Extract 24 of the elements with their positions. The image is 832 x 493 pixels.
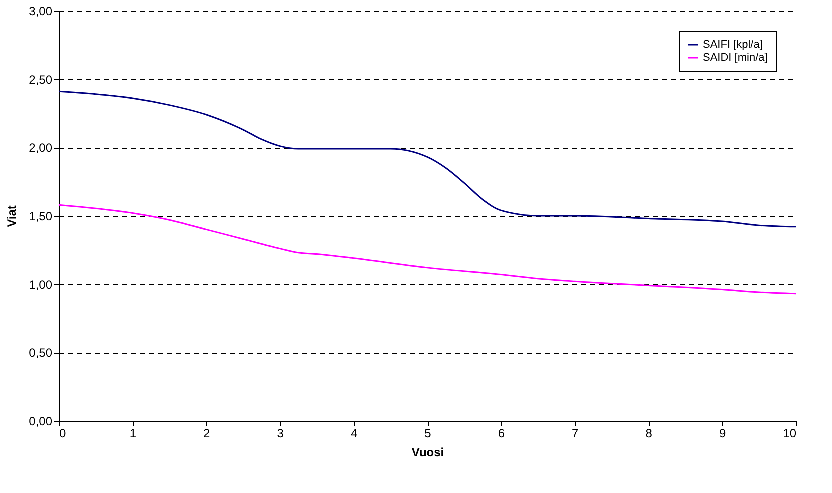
x-tick-label: 8 — [646, 426, 653, 440]
x-tick-label: 9 — [719, 426, 726, 440]
x-axis-title: Vuosi — [412, 446, 444, 460]
y-tick-label: 2,50 — [29, 72, 53, 87]
x-tick-label: 7 — [572, 426, 580, 440]
y-tick-label: 0,00 — [29, 414, 53, 428]
y-tick-label: 2,00 — [29, 141, 53, 156]
line-series — [58, 204, 797, 295]
y-tick-label: 1,50 — [29, 210, 53, 224]
y-tick-label: 1,00 — [29, 278, 53, 292]
y-axis-title: Viat — [5, 206, 20, 228]
x-tick-label: 4 — [350, 426, 358, 440]
x-tick-label: 10 — [783, 426, 797, 440]
x-tick-label: 6 — [498, 426, 506, 440]
x-tick-label: 2 — [204, 426, 211, 440]
x-tick-label: 0 — [60, 426, 66, 440]
line-series — [58, 90, 797, 228]
x-tick-label: 3 — [277, 426, 284, 440]
legend-label: SAIFI [kpl/a] — [703, 39, 763, 51]
x-tick-label: 1 — [130, 426, 137, 440]
y-tick-label: 3,00 — [29, 4, 53, 18]
legend-label: SAIDI [min/a] — [703, 52, 768, 64]
y-tick-label: 0,50 — [29, 346, 53, 360]
x-tick-label: 5 — [424, 426, 432, 440]
